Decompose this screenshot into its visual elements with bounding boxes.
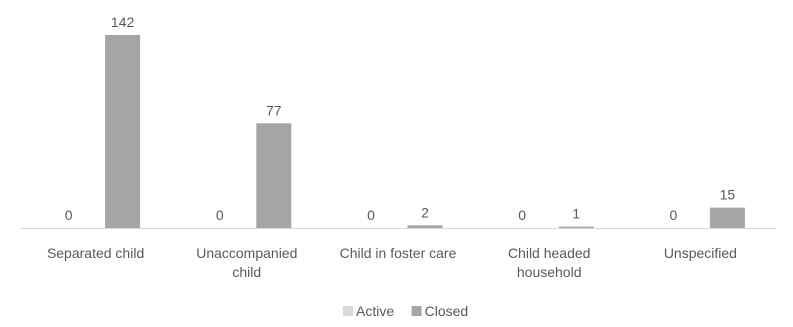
legend: Active Closed (343, 303, 468, 319)
category-label-2: Child in foster care (340, 245, 457, 261)
bar-closed-2 (407, 225, 443, 228)
category-label-1: Unaccompanied child (196, 245, 297, 280)
data-label-closed-1: 77 (266, 102, 282, 118)
category-label-3: Child headed household (508, 245, 591, 280)
bars-layer (105, 35, 745, 228)
data-label-closed-0: 142 (111, 14, 135, 30)
category-label-4: Unspecified (664, 245, 737, 261)
data-label-active-1: 0 (216, 207, 224, 223)
data-label-closed-2: 2 (421, 204, 429, 220)
bar-closed-0 (105, 35, 141, 228)
data-label-closed-4: 15 (720, 187, 736, 203)
legend-swatch-active (343, 306, 353, 316)
legend-swatch-closed (411, 306, 422, 316)
legend-label-active: Active (356, 303, 394, 319)
legend-label-closed: Closed (425, 303, 469, 319)
data-label-closed-3: 1 (572, 206, 580, 222)
data-label-active-0: 0 (65, 207, 73, 223)
bar-closed-4 (709, 207, 745, 228)
category-labels-layer: Separated child Unaccompanied child Child i… (47, 245, 737, 280)
data-label-active-4: 0 (670, 207, 678, 223)
category-label-0: Separated child (47, 245, 144, 261)
data-labels-layer: 0 142 0 77 0 2 0 1 0 15 (65, 14, 736, 223)
data-label-active-2: 0 (367, 207, 375, 223)
bar-closed-3 (558, 226, 594, 228)
bar-closed-1 (256, 123, 292, 228)
data-label-active-3: 0 (518, 207, 526, 223)
